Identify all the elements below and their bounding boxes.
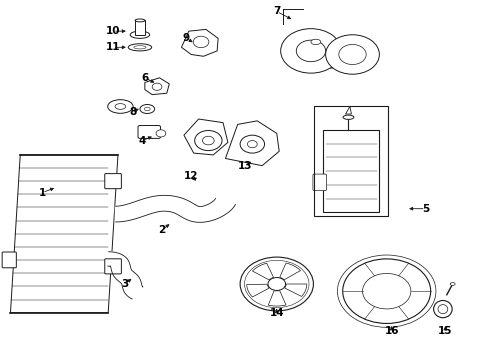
Text: 8: 8 [129,107,136,117]
Text: 7: 7 [273,6,280,17]
Ellipse shape [115,104,126,109]
Text: 13: 13 [238,161,252,171]
Text: 4: 4 [139,136,146,145]
Text: 6: 6 [141,73,148,83]
Text: 2: 2 [158,225,166,235]
Ellipse shape [135,19,145,22]
Text: 16: 16 [384,325,399,336]
Ellipse shape [450,283,455,285]
Circle shape [245,260,309,308]
Text: 11: 11 [106,42,121,52]
Polygon shape [345,107,351,114]
Text: 12: 12 [184,171,198,181]
FancyBboxPatch shape [105,259,122,274]
Circle shape [339,44,366,64]
Ellipse shape [128,44,152,51]
FancyBboxPatch shape [138,126,160,138]
Ellipse shape [434,301,452,318]
Ellipse shape [108,100,133,113]
Polygon shape [181,30,218,56]
Ellipse shape [438,305,448,314]
Polygon shape [145,78,169,95]
Bar [315,107,388,216]
Polygon shape [184,119,228,155]
Polygon shape [108,252,143,299]
Circle shape [247,140,257,148]
Text: 14: 14 [270,308,284,318]
Circle shape [202,136,214,145]
Polygon shape [252,263,273,280]
Ellipse shape [343,115,354,120]
Text: 5: 5 [422,204,429,214]
Polygon shape [247,284,269,297]
Polygon shape [269,291,286,306]
Circle shape [193,36,209,48]
Circle shape [195,131,222,150]
Ellipse shape [311,39,321,45]
Ellipse shape [130,31,150,39]
Ellipse shape [145,107,150,111]
Circle shape [296,40,326,62]
Text: 3: 3 [122,279,129,289]
Polygon shape [285,284,307,296]
Text: 15: 15 [438,325,453,336]
Polygon shape [280,263,300,280]
FancyBboxPatch shape [313,174,327,190]
Circle shape [240,257,314,311]
Circle shape [268,278,286,291]
Circle shape [156,130,166,137]
Text: 1: 1 [39,188,46,198]
Circle shape [363,273,411,309]
Circle shape [152,83,162,90]
FancyBboxPatch shape [2,252,16,268]
Text: 9: 9 [183,33,190,43]
Bar [323,130,379,212]
Polygon shape [306,39,360,69]
FancyBboxPatch shape [105,174,122,189]
Circle shape [240,135,265,153]
Bar [135,21,145,35]
Circle shape [343,259,431,323]
Ellipse shape [134,46,146,49]
Polygon shape [10,155,118,313]
Polygon shape [115,195,235,222]
Circle shape [326,35,379,74]
Circle shape [281,29,341,73]
Text: 10: 10 [106,26,121,36]
Polygon shape [225,121,279,166]
Ellipse shape [140,104,155,113]
